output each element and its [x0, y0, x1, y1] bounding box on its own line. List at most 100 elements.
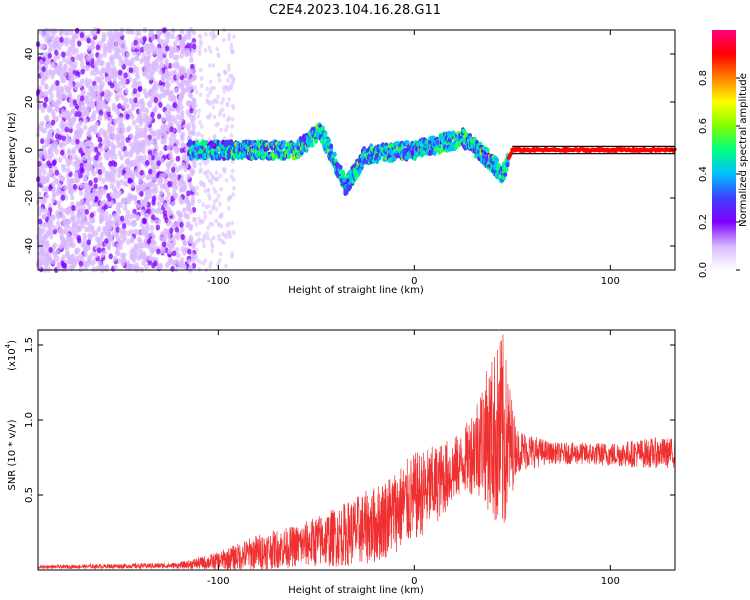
noise-cell [98, 161, 104, 168]
noise-cell [222, 113, 226, 119]
noise-cell [159, 235, 164, 242]
noise-cell [72, 99, 77, 106]
noise-cell [110, 135, 116, 142]
noise-cell [75, 159, 80, 166]
noise-cell [198, 34, 203, 40]
noise-cell [65, 114, 70, 121]
x-tick-label: 0 [411, 276, 417, 287]
noise-cell [145, 119, 151, 126]
noise-cell [212, 114, 217, 120]
noise-cell [231, 192, 236, 197]
noise-cell [230, 49, 235, 55]
noise-cell [75, 138, 80, 145]
noise-cell [112, 144, 117, 151]
colorbar-tick-label: 0.0 [698, 262, 709, 278]
noise-cell [231, 105, 236, 111]
noise-cell [138, 248, 143, 255]
noise-cell [182, 249, 187, 256]
noise-cell [222, 135, 227, 141]
noise-cell [194, 222, 198, 228]
colorbar-tick-label: 0.8 [698, 70, 709, 86]
noise-cell [109, 82, 115, 89]
noise-cell [96, 226, 102, 233]
noise-cell [147, 149, 153, 156]
colorbar-ticks: 0.0 0.2 0.4 0.6 0.8 [698, 70, 740, 278]
noise-cell [201, 181, 206, 187]
noise-cell [94, 265, 100, 272]
noise-cell [157, 263, 162, 270]
noise-cell [180, 161, 186, 168]
noise-cell [219, 127, 223, 133]
noise-cell [38, 152, 44, 159]
y-tick-label: 1.5 [24, 337, 35, 353]
noise-cell [45, 242, 50, 249]
noise-cell [87, 157, 92, 164]
noise-cell [38, 165, 44, 172]
noise-cell [188, 264, 193, 271]
noise-cell [227, 205, 231, 211]
noise-cell [117, 190, 123, 197]
snr-multiplier-base: (x10 [7, 348, 18, 371]
noise-cell [71, 215, 76, 222]
noise-cell [214, 206, 219, 212]
noise-cell [53, 55, 58, 62]
noise-cell [39, 248, 44, 255]
noise-cell [113, 188, 119, 195]
noise-cell [62, 56, 67, 63]
noise-cell [170, 166, 176, 173]
noise-cell [189, 114, 194, 121]
noise-cell [68, 59, 73, 66]
noise-cell [125, 210, 131, 217]
noise-cell [71, 204, 76, 211]
noise-cell [156, 160, 161, 167]
noise-cell [60, 194, 66, 201]
noise-cell [205, 86, 210, 92]
noise-cell [80, 68, 85, 75]
noise-cell [187, 91, 193, 98]
colorbar-tick-label: 0.4 [698, 166, 709, 182]
noise-cell [231, 177, 236, 182]
noise-cell [185, 222, 190, 229]
noise-cell [108, 30, 114, 37]
noise-cell [137, 80, 142, 87]
signal-cell [405, 140, 410, 146]
noise-cell [142, 154, 147, 161]
noise-cell [71, 108, 76, 115]
noise-cell [213, 189, 218, 195]
noise-cell [41, 196, 47, 203]
noise-cell [68, 68, 73, 75]
noise-cell [87, 221, 92, 228]
noise-cell [159, 173, 164, 180]
noise-cell [42, 42, 47, 49]
noise-cell [166, 163, 171, 170]
noise-cell [90, 100, 96, 107]
noise-cell [220, 100, 224, 106]
noise-cell [50, 119, 56, 126]
noise-cell [83, 124, 88, 131]
noise-cell [42, 101, 47, 108]
noise-cell [194, 239, 198, 245]
noise-cell [147, 193, 153, 200]
noise-cell [114, 249, 120, 256]
noise-cell [99, 200, 104, 207]
noise-cell [106, 243, 111, 250]
noise-cell [163, 144, 168, 151]
noise-cell [78, 266, 83, 273]
noise-cell [116, 183, 121, 190]
noise-cell [107, 74, 112, 81]
noise-cell [57, 156, 63, 163]
noise-cell [71, 260, 76, 267]
noise-cell [134, 55, 140, 62]
noise-cell [127, 177, 132, 184]
noise-cell [40, 79, 45, 86]
noise-cell [60, 175, 66, 182]
noise-cell [138, 155, 143, 162]
noise-cell [129, 193, 134, 200]
noise-cell [138, 85, 143, 92]
noise-cell [110, 70, 115, 77]
noise-cell [214, 218, 219, 224]
signal-cell [326, 137, 331, 143]
signal-cell [340, 171, 345, 177]
x-tick-label: 100 [601, 576, 620, 587]
noise-cell [219, 214, 224, 219]
